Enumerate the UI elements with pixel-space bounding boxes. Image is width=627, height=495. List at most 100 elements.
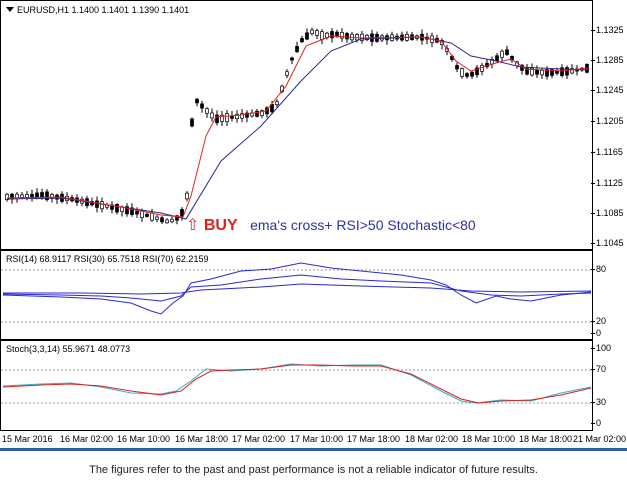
price-tick: 1.1125 (591, 178, 623, 188)
time-label: 21 Mar 02:00 (573, 434, 627, 444)
price-tick: 1.1285 (591, 55, 624, 65)
price-tick: 1.1245 (591, 85, 624, 95)
rsi-tick: 0 (590, 328, 602, 338)
candle-body (215, 114, 219, 124)
candle-body (30, 194, 34, 198)
time-label: 18 Mar 02:00 (405, 434, 459, 444)
candle-body (470, 71, 474, 77)
candle-body (320, 31, 324, 40)
candle-body (570, 68, 574, 74)
candle-body (505, 49, 509, 55)
time-axis: 15 Mar 2016 16 Mar 02:00 16 Mar 10:00 16… (0, 431, 627, 448)
time-label: 17 Mar 18:00 (347, 434, 401, 444)
candle-body (135, 210, 139, 215)
buy-label: BUY (203, 217, 238, 234)
candle-body (530, 67, 534, 76)
slow-ema-line (6, 36, 590, 220)
candle-body (275, 101, 279, 106)
candle-body (475, 67, 479, 76)
price-tick: 1.1085 (591, 208, 624, 218)
symbol-label: EURUSD,H1 1.1400 1.1401 1.1390 1.1401 (6, 5, 189, 15)
candle-body (540, 70, 544, 76)
candle-body (305, 32, 309, 40)
candle-body (5, 193, 9, 201)
candle-body (210, 112, 214, 119)
time-label: 18 Mar 10:00 (462, 434, 516, 444)
candle-body (170, 218, 174, 223)
candle-body (205, 108, 209, 114)
price-tick: 1.1045 (591, 238, 624, 248)
candle-body (190, 118, 194, 127)
rsi-label: RSI(14) 68.9117 RSI(30) 65.7518 RSI(70) … (6, 254, 209, 264)
candle-body (145, 213, 149, 217)
rsi70-line (3, 283, 592, 295)
stoch-tick: 100 (590, 343, 612, 353)
stoch-tick: 30 (590, 397, 607, 407)
price-chart-pane[interactable]: EURUSD,H1 1.1400 1.1401 1.1390 1.1401 ⇧ … (0, 0, 593, 250)
candle-body (260, 110, 264, 117)
candle-body (270, 104, 274, 113)
stoch-signal-line (2, 364, 592, 404)
stoch-main-line (2, 363, 592, 404)
candle-body (45, 191, 49, 201)
rsi-axis: 80 20 0 (590, 250, 627, 340)
candle-body (335, 31, 339, 37)
rsi-canvas (1, 262, 594, 323)
candle-body (315, 30, 319, 36)
candle-body (195, 98, 199, 104)
candle-body (220, 114, 224, 122)
stochastic-label: Stoch(3,3,14) 55.9671 48.0773 (6, 344, 131, 354)
candle-body (35, 192, 39, 198)
time-label: 18 Mar 18:00 (519, 434, 573, 444)
candle-body (175, 215, 179, 221)
price-axis: 1.1325 1.1285 1.1245 1.1205 1.1165 1.112… (591, 0, 627, 250)
stochastic-canvas (1, 363, 594, 404)
time-label: 16 Mar 02:00 (60, 434, 114, 444)
candle-body (95, 200, 99, 208)
price-tick: 1.1325 (591, 25, 624, 35)
candle-body (300, 38, 304, 43)
candle-body (225, 113, 229, 122)
candle-body (495, 55, 499, 62)
time-label: 17 Mar 02:00 (232, 434, 286, 444)
candle-body (525, 67, 529, 75)
fast-ema-line (6, 35, 590, 218)
candle-body (160, 217, 164, 223)
stochastic-pane[interactable]: Stoch(3,3,14) 55.9671 48.0773 (0, 340, 594, 431)
price-tick: 1.1165 (591, 147, 623, 157)
time-label: 16 Mar 10:00 (117, 434, 171, 444)
candle-body (455, 65, 459, 70)
candle-body (545, 69, 549, 77)
candle-body (245, 112, 249, 118)
candle-body (460, 68, 464, 77)
time-label: 16 Mar 18:00 (175, 434, 229, 444)
price-chart-canvas (5, 27, 590, 225)
candle-body (100, 201, 104, 210)
rsi-tick: 20 (590, 316, 607, 326)
candle-body (115, 203, 119, 213)
candle-body (155, 216, 159, 220)
candle-body (550, 69, 554, 76)
rsi30-line (2, 274, 592, 302)
candle-body (340, 31, 344, 39)
rsi14-line (2, 262, 592, 315)
stoch-tick: 0 (590, 418, 602, 428)
up-arrow-icon: ⇧ (186, 217, 200, 234)
buy-signal-annotation: ⇧ BUY ema's cross+ RSI>50 Stochastic<80 (186, 215, 476, 235)
candle-body (235, 113, 239, 120)
candle-body (535, 69, 539, 75)
candle-body (345, 33, 349, 40)
stochastic-axis: 100 70 30 0 (590, 340, 627, 431)
divider-bar (0, 448, 627, 451)
candle-body (20, 194, 24, 198)
dropdown-triangle-icon (6, 7, 14, 12)
candle-body (310, 29, 314, 35)
time-label: 15 Mar 2016 (2, 434, 53, 444)
candle-body (285, 71, 289, 76)
candle-body (360, 33, 364, 41)
candle-body (290, 57, 294, 61)
disclaimer-text: The figures refer to the past and past p… (89, 464, 538, 476)
rsi-pane[interactable]: RSI(14) 68.9117 RSI(30) 65.7518 RSI(70) … (0, 250, 594, 340)
candle-body (565, 67, 569, 76)
candle-body (240, 113, 244, 119)
